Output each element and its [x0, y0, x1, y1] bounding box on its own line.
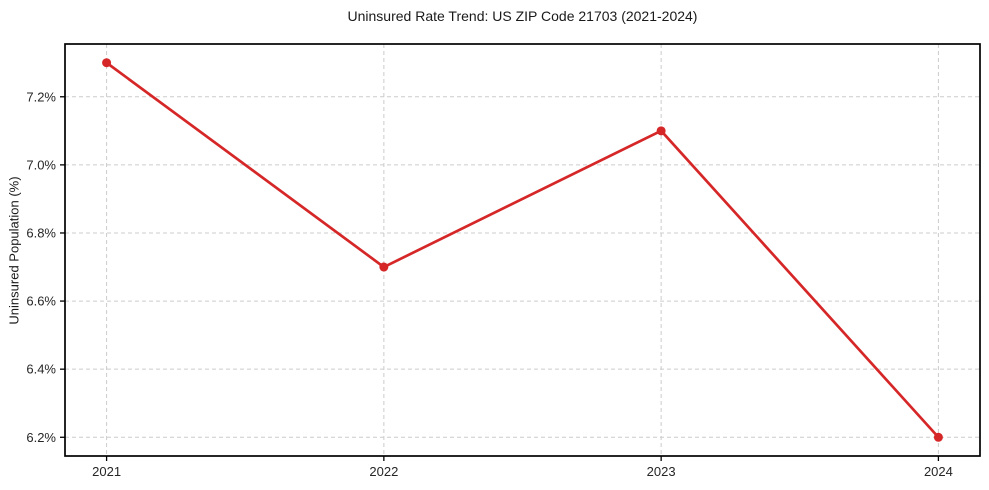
y-tick-label: 6.2%: [26, 430, 56, 445]
data-point: [379, 262, 389, 272]
x-tick-label: 2024: [924, 464, 953, 479]
y-tick-label: 6.6%: [26, 294, 56, 309]
x-tick-label: 2022: [369, 464, 398, 479]
y-tick-label: 6.4%: [26, 362, 56, 377]
x-tick-label: 2023: [647, 464, 676, 479]
plot-border: [64, 43, 981, 457]
data-point: [102, 58, 112, 68]
data-line: [105, 61, 940, 439]
chart-title: Uninsured Rate Trend: US ZIP Code 21703 …: [347, 8, 698, 24]
data-point: [933, 432, 943, 442]
data-point: [656, 126, 666, 136]
y-tick-label: 6.8%: [26, 225, 56, 240]
y-tick-label: 7.0%: [26, 157, 56, 172]
x-tick-label: 2021: [92, 464, 121, 479]
y-tick-label: 7.2%: [26, 89, 56, 104]
